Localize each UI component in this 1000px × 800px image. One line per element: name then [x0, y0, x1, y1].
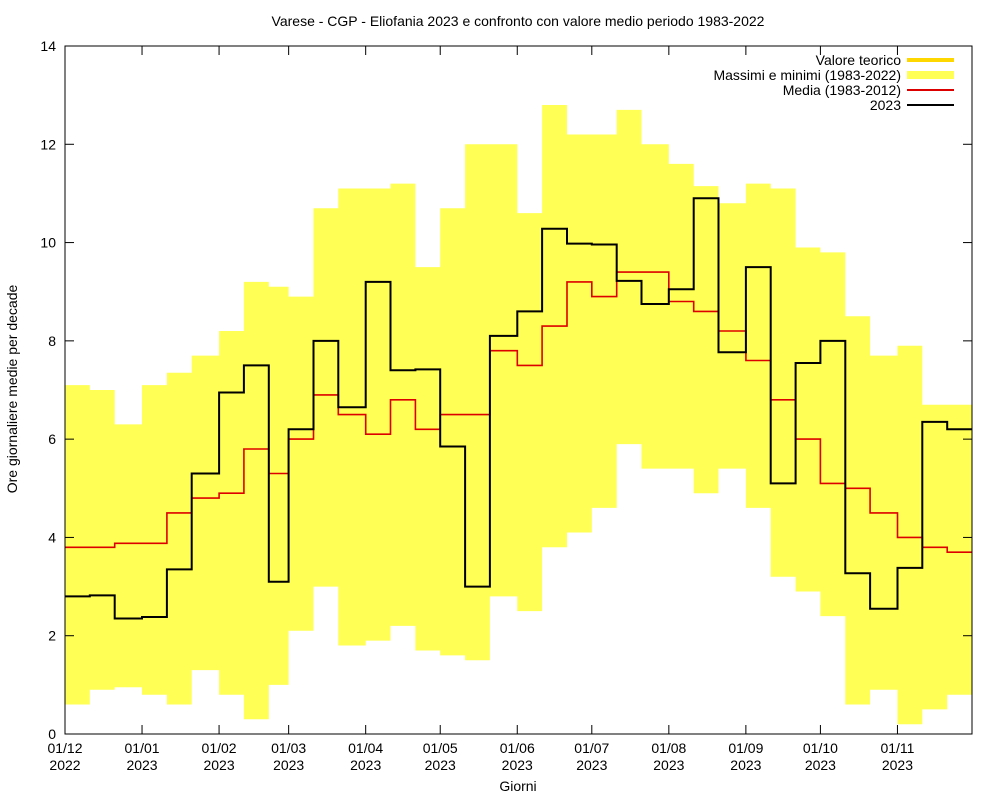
- x-tick-label-date: 01/07: [574, 740, 609, 756]
- x-tick-label-date: 01/12: [47, 740, 82, 756]
- x-tick-label-date: 01/02: [202, 740, 237, 756]
- y-tick-label: 14: [40, 38, 56, 54]
- y-tick-label: 12: [40, 136, 56, 152]
- y-tick-label: 8: [48, 333, 56, 349]
- y-tick-label: 2: [48, 628, 56, 644]
- x-tick-label-date: 01/03: [271, 740, 306, 756]
- media-line: [65, 271, 972, 553]
- x-tick-label-year: 2023: [502, 757, 533, 773]
- legend-label: Massimi e minimi (1983-2022): [713, 67, 901, 83]
- legend-swatch-band: [907, 71, 954, 79]
- chart-title: Varese - CGP - Eliofania 2023 e confront…: [272, 13, 765, 29]
- x-tick-label-year: 2023: [805, 757, 836, 773]
- x-tick-label-year: 2023: [126, 757, 157, 773]
- line-2023: [65, 197, 972, 620]
- x-tick-label-year: 2023: [203, 757, 234, 773]
- x-tick-label-date: 01/09: [728, 740, 763, 756]
- plot-frame: [64, 45, 973, 735]
- x-axis-title: Giorni: [499, 778, 536, 794]
- x-axis-ticks: 01/12202201/01202301/02202301/03202301/0…: [47, 46, 915, 773]
- x-tick-label-date: 01/11: [880, 740, 914, 756]
- x-tick-label-year: 2023: [576, 757, 607, 773]
- y-tick-label: 6: [48, 431, 56, 447]
- x-tick-label-year: 2023: [730, 757, 761, 773]
- x-tick-label-year: 2023: [653, 757, 684, 773]
- x-tick-label-date: 01/01: [125, 740, 160, 756]
- min-max-band-layer: [65, 105, 972, 725]
- x-tick-label-year: 2022: [49, 757, 80, 773]
- x-tick-label-date: 01/05: [423, 740, 458, 756]
- legend-label: Valore teorico: [816, 52, 902, 68]
- y-tick-label: 0: [48, 726, 56, 742]
- x-tick-label-date: 01/04: [348, 740, 383, 756]
- series-lines-layer: [65, 197, 972, 620]
- x-tick-label-date: 01/10: [803, 740, 838, 756]
- legend-label: Media (1983-2012): [783, 82, 901, 98]
- y-axis-ticks: 0 2 4 6 8 10 12 14: [40, 38, 972, 742]
- x-tick-label-year: 2023: [882, 757, 913, 773]
- x-tick-label-year: 2023: [425, 757, 456, 773]
- x-tick-label-year: 2023: [350, 757, 381, 773]
- min-max-band: [65, 105, 972, 725]
- y-axis-title: Ore giornaliere medie per decade: [4, 285, 20, 494]
- x-tick-label-date: 01/06: [500, 740, 535, 756]
- y-tick-label: 4: [48, 529, 56, 545]
- x-tick-label-date: 01/08: [651, 740, 686, 756]
- legend-label: 2023: [870, 97, 901, 113]
- x-tick-label-year: 2023: [273, 757, 304, 773]
- y-tick-label: 10: [40, 235, 56, 251]
